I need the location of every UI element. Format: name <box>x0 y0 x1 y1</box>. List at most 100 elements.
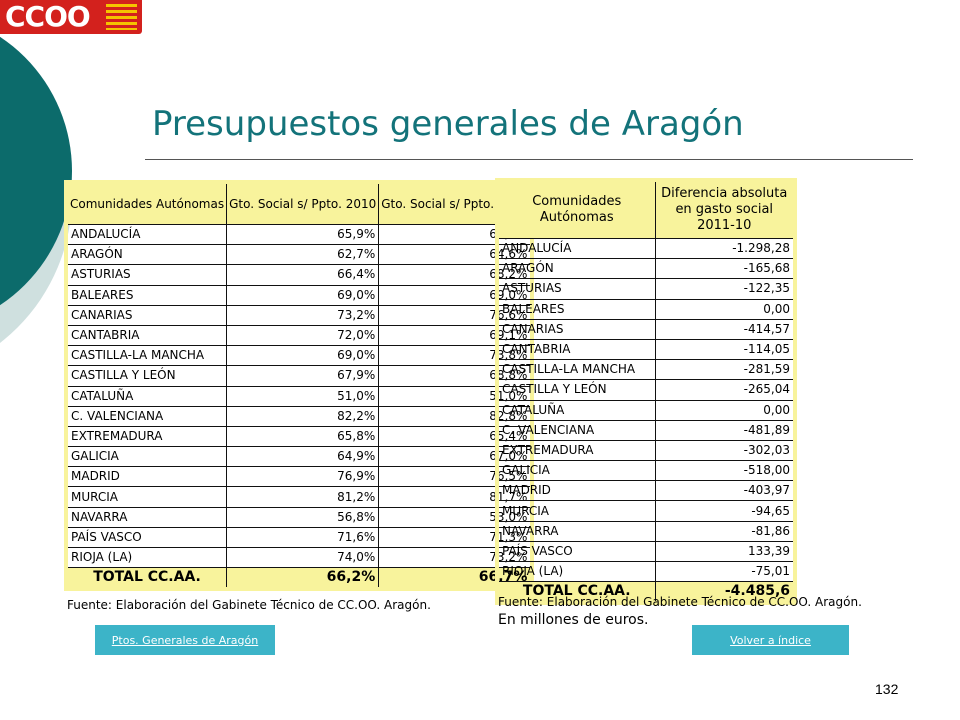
title-divider <box>145 159 913 160</box>
region-name: PAÍS VASCO <box>65 526 228 549</box>
region-name: CATALUÑA <box>65 385 228 407</box>
region-name: ARAGÓN <box>65 244 228 266</box>
table-row: CASTILLA-LA MANCHA -281,59 <box>496 359 796 381</box>
difference-value: -75,01 <box>654 560 796 583</box>
pct-2010: 51,0% <box>226 385 380 407</box>
difference-value: -403,97 <box>654 480 796 502</box>
spending-difference-table: Comunidades Autónomas Diferencia absoluta… <box>495 178 797 606</box>
region-name: CATALUÑA <box>496 399 656 421</box>
table-row: NAVARRA -81,86 <box>496 520 796 542</box>
social-spending-table: Comunidades Autónomas Gto. Social s/ Ppto… <box>64 180 535 592</box>
table-row: CANTABRIA -114,05 <box>496 338 796 361</box>
back-to-index-link[interactable]: Volver a índice <box>692 625 849 655</box>
table-row: CASTILLA Y LEÓN -265,04 <box>496 379 796 401</box>
region-name: C. VALENCIANA <box>65 405 228 427</box>
difference-value: -481,89 <box>654 419 796 441</box>
difference-value: -114,05 <box>654 338 796 361</box>
difference-value: -122,35 <box>654 278 796 300</box>
table-row: C. VALENCIANA -481,89 <box>496 419 796 441</box>
table-row: CATALUÑA 0,00 <box>496 399 796 421</box>
table-row: MURCIA -94,65 <box>496 500 796 522</box>
column-header: Diferencia absoluta en gasto social 2011… <box>654 179 796 239</box>
difference-value: -414,57 <box>654 318 796 340</box>
pct-2010: 69,0% <box>226 345 380 367</box>
region-name: ASTURIAS <box>496 278 656 300</box>
region-name: C. VALENCIANA <box>496 419 656 441</box>
table-row: ARAGÓN -165,68 <box>496 258 796 280</box>
logo-text: CCOO <box>5 0 91 33</box>
region-name: CANTABRIA <box>496 338 656 361</box>
table-row: CASTILLA Y LEÓN 67,9% 68,8% <box>65 365 533 387</box>
region-name: CASTILLA Y LEÓN <box>496 379 656 401</box>
table-row: CANARIAS 73,2% 76,6% <box>65 304 533 326</box>
region-name: BALEARES <box>496 298 656 320</box>
column-header: Comunidades Autónomas <box>65 181 228 225</box>
pct-2010: 67,9% <box>226 365 380 387</box>
difference-value: -281,59 <box>654 359 796 381</box>
pct-2010: 73,2% <box>226 304 380 326</box>
table-row: ARAGÓN 62,7% 64,6% <box>65 244 533 266</box>
table-row: MURCIA 81,2% 81,7% <box>65 486 533 508</box>
region-name: RIOJA (LA) <box>65 546 228 569</box>
pct-2010: 65,9% <box>226 223 380 246</box>
table-row: CANARIAS -414,57 <box>496 318 796 340</box>
table-row: EXTREMADURA 65,8% 65,4% <box>65 425 533 448</box>
presupuestos-aragon-link[interactable]: Ptos. Generales de Aragón <box>95 625 275 655</box>
table2-source: Fuente: Elaboración del Gabinete Técnico… <box>498 595 862 609</box>
difference-value: -165,68 <box>654 258 796 280</box>
region-name: CANTABRIA <box>65 324 228 347</box>
total-label: TOTAL CC.AA. <box>65 567 228 590</box>
pct-2010: 74,0% <box>226 546 380 569</box>
difference-value: -302,03 <box>654 439 796 462</box>
region-name: MADRID <box>65 466 228 488</box>
difference-value: -81,86 <box>654 520 796 542</box>
pct-2010: 62,7% <box>226 244 380 266</box>
region-name: RIOJA (LA) <box>496 560 656 583</box>
region-name: ARAGÓN <box>496 258 656 280</box>
table-header-row: Comunidades Autónomas Gto. Social s/ Ppto… <box>65 181 533 225</box>
table-row: RIOJA (LA) -75,01 <box>496 560 796 583</box>
total-2010: 66,2% <box>226 567 380 590</box>
region-name: CANARIAS <box>65 304 228 326</box>
region-name: BALEARES <box>65 284 228 306</box>
table-row: ASTURIAS 66,4% 68,2% <box>65 264 533 286</box>
pct-2010: 65,8% <box>226 425 380 448</box>
column-header: Gto. Social s/ Ppto. 2010 <box>226 181 380 225</box>
region-name: CASTILLA-LA MANCHA <box>496 359 656 381</box>
region-name: GALICIA <box>65 446 228 468</box>
region-name: GALICIA <box>496 460 656 482</box>
difference-value: 133,39 <box>654 540 796 563</box>
region-name: EXTREMADURA <box>496 439 656 462</box>
region-name: ASTURIAS <box>65 264 228 286</box>
pct-2010: 76,9% <box>226 466 380 488</box>
region-name: CASTILLA-LA MANCHA <box>65 345 228 367</box>
total-difference: -4.485,6 <box>654 581 796 604</box>
region-name: MURCIA <box>65 486 228 508</box>
column-header: Comunidades Autónomas <box>496 179 656 239</box>
table-row: PAÍS VASCO 133,39 <box>496 540 796 563</box>
table-row: GALICIA -518,00 <box>496 460 796 482</box>
pct-2010: 66,4% <box>226 264 380 286</box>
total-label: TOTAL CC.AA. <box>496 581 656 604</box>
table-row: BALEARES 69,0% 69,0% <box>65 284 533 306</box>
table-row: C. VALENCIANA 82,2% 82,8% <box>65 405 533 427</box>
region-name: EXTREMADURA <box>65 425 228 448</box>
table1-source: Fuente: Elaboración del Gabinete Técnico… <box>67 598 431 612</box>
page-title: Presupuestos generales de Aragón <box>152 104 744 144</box>
table-row: MADRID -403,97 <box>496 480 796 502</box>
table-header-row: Comunidades Autónomas Diferencia absoluta… <box>496 179 796 239</box>
table-row: RIOJA (LA) 74,0% 73,2% <box>65 546 533 569</box>
difference-value: 0,00 <box>654 399 796 421</box>
pct-2010: 69,0% <box>226 284 380 306</box>
difference-value: -265,04 <box>654 379 796 401</box>
table-row: PAÍS VASCO 71,6% 71,3% <box>65 526 533 549</box>
total-row: TOTAL CC.AA. -4.485,6 <box>496 581 796 604</box>
table-row: CATALUÑA 51,0% 51,0% <box>65 385 533 407</box>
pct-2010: 81,2% <box>226 486 380 508</box>
pct-2010: 82,2% <box>226 405 380 427</box>
table2-units-note: En millones de euros. <box>498 612 649 628</box>
region-name: MADRID <box>496 480 656 502</box>
table-row: CASTILLA-LA MANCHA 69,0% 73,8% <box>65 345 533 367</box>
page-number: 132 <box>875 681 899 697</box>
